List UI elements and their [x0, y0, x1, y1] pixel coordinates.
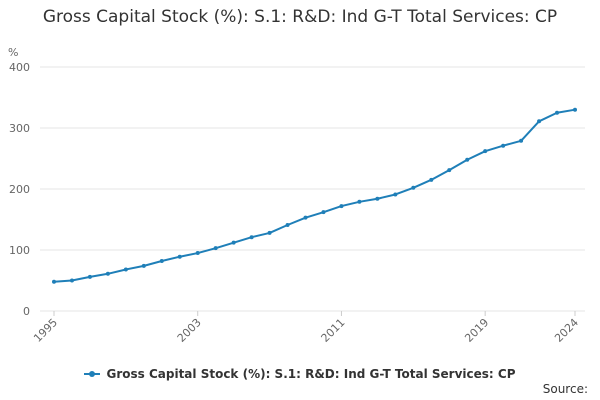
y-axis: % 0 100 200 300 400 — [8, 46, 30, 318]
y-tick-label: 0 — [23, 305, 30, 318]
data-point-2007[interactable] — [267, 230, 272, 235]
x-tick-label: 2019 — [462, 316, 491, 345]
data-point-2014[interactable] — [393, 192, 398, 197]
y-tick-label: 100 — [9, 244, 30, 257]
chart-title: Gross Capital Stock (%): S.1: R&D: Ind G… — [42, 7, 558, 27]
x-tick-label: 1995 — [31, 316, 60, 345]
legend-item[interactable]: Gross Capital Stock (%): S.1: R&D: Ind G… — [84, 367, 516, 381]
data-point-2002[interactable] — [177, 254, 182, 259]
y-tick-label: 400 — [9, 61, 30, 74]
legend-marker-icon — [84, 371, 101, 377]
y-axis-unit-label: % — [8, 46, 18, 59]
data-point-2012[interactable] — [357, 199, 362, 204]
data-point-2016[interactable] — [429, 177, 434, 182]
series-layer — [52, 107, 577, 284]
data-point-2005[interactable] — [231, 240, 236, 245]
x-tick-label: 2011 — [319, 316, 348, 345]
data-point-2017[interactable] — [447, 168, 452, 173]
data-point-2008[interactable] — [285, 222, 290, 227]
data-point-2022[interactable] — [537, 119, 542, 124]
data-point-2009[interactable] — [303, 215, 308, 220]
data-point-2004[interactable] — [213, 246, 218, 251]
data-point-2019[interactable] — [483, 149, 488, 154]
data-point-2021[interactable] — [519, 138, 524, 143]
gridlines — [40, 66, 585, 312]
x-tick-label: 2003 — [175, 316, 204, 345]
source-label: Source: — [542, 382, 588, 396]
y-tick-label: 200 — [9, 183, 30, 196]
data-point-2000[interactable] — [141, 263, 146, 268]
data-point-2015[interactable] — [411, 185, 416, 190]
data-point-2020[interactable] — [501, 143, 506, 148]
data-point-2003[interactable] — [195, 251, 200, 256]
data-point-2006[interactable] — [249, 235, 254, 240]
data-point-1999[interactable] — [123, 267, 128, 272]
data-point-2013[interactable] — [375, 196, 380, 201]
data-point-1997[interactable] — [87, 274, 92, 279]
y-tick-label: 300 — [9, 122, 30, 135]
x-axis: 1995 2003 2011 2019 2024 — [31, 311, 581, 345]
x-tick-label: 2024 — [552, 316, 581, 345]
data-point-2024[interactable] — [573, 107, 577, 112]
data-point-1998[interactable] — [105, 271, 110, 276]
data-point-1995[interactable] — [52, 279, 56, 284]
data-point-2011[interactable] — [339, 204, 344, 209]
data-point-2010[interactable] — [321, 210, 326, 215]
data-point-2018[interactable] — [465, 157, 470, 162]
series-line — [53, 108, 576, 283]
data-point-2023[interactable] — [555, 110, 560, 115]
legend-label: Gross Capital Stock (%): S.1: R&D: Ind G… — [106, 367, 516, 381]
data-point-1996[interactable] — [69, 278, 74, 283]
legend: Gross Capital Stock (%): S.1: R&D: Ind G… — [0, 364, 600, 381]
data-point-2001[interactable] — [159, 258, 164, 263]
